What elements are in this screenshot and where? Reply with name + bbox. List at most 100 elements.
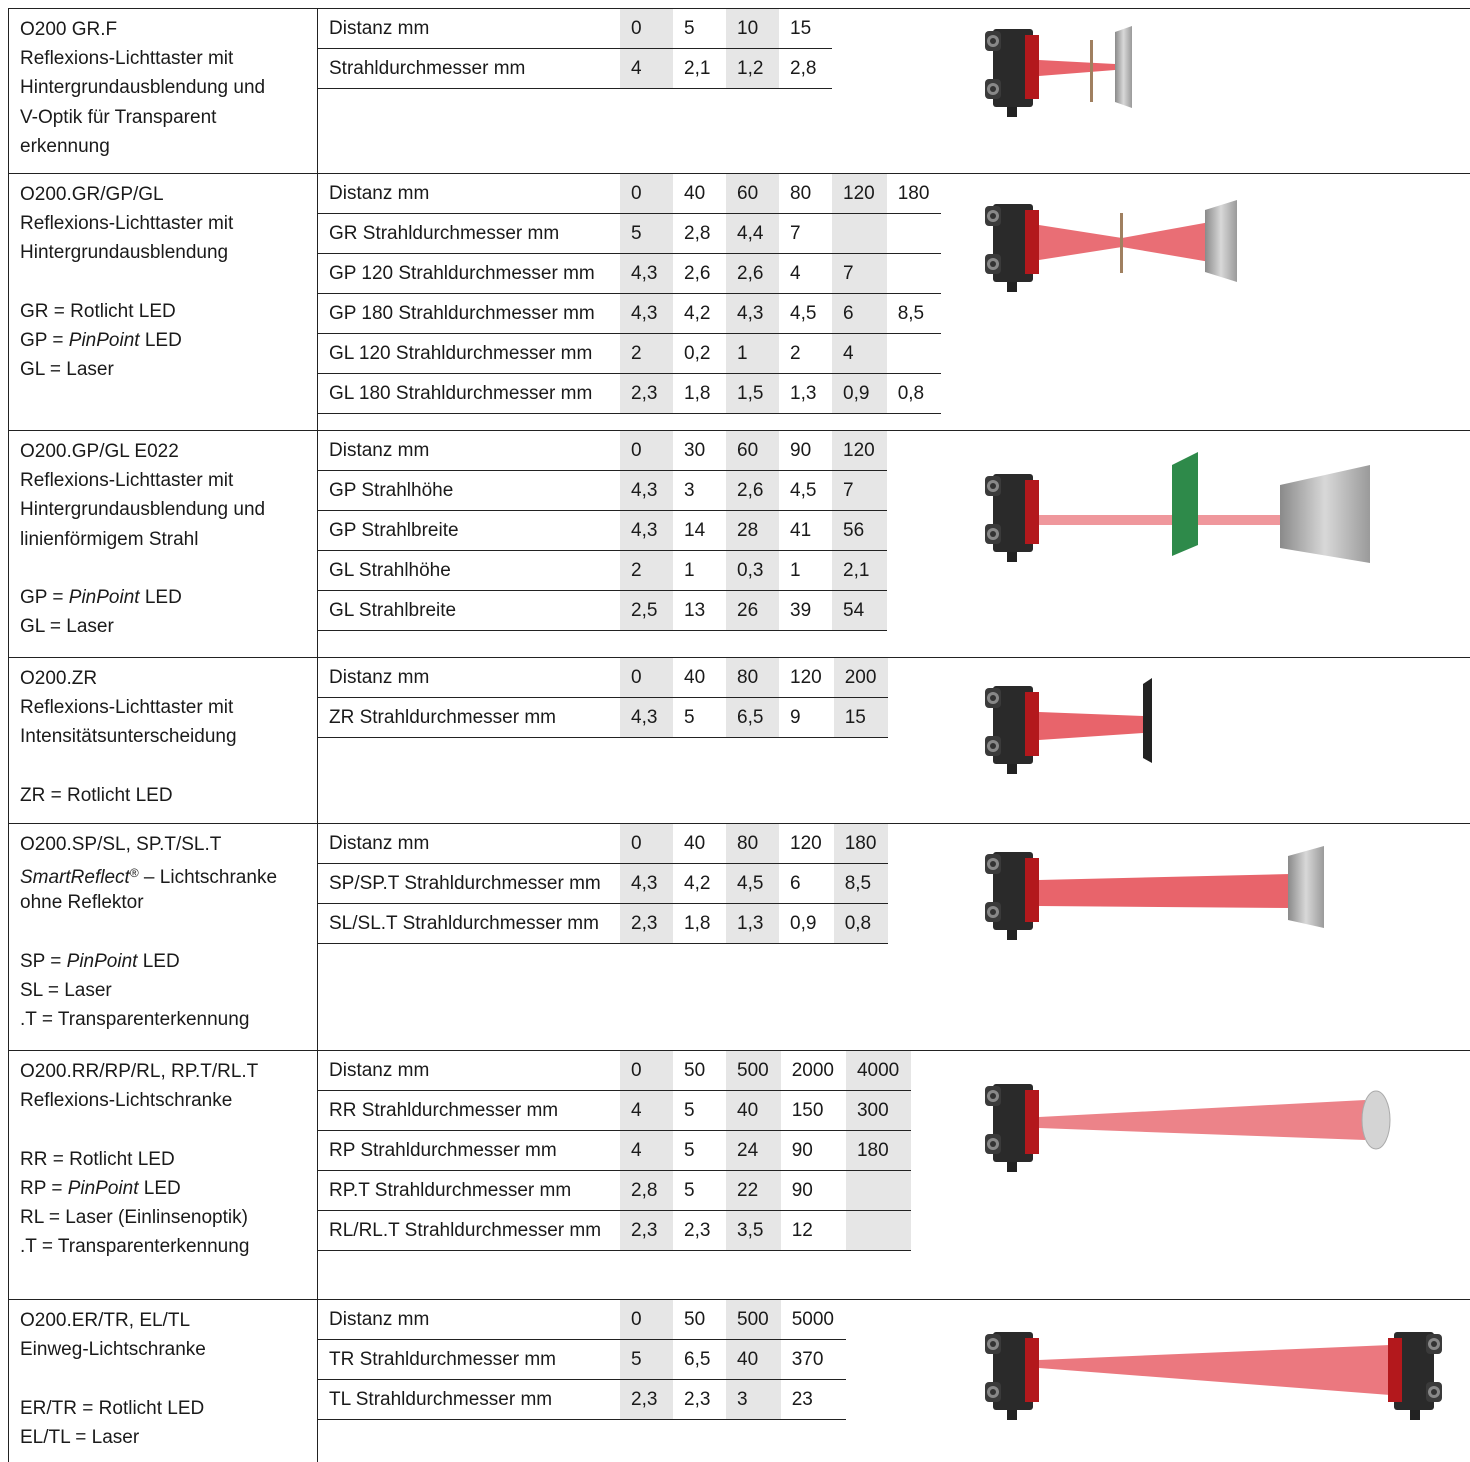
- cell: 4,5: [779, 470, 832, 511]
- cell: 0,8: [833, 903, 889, 944]
- cell: 0: [620, 658, 673, 698]
- cell: 180: [845, 1130, 912, 1171]
- row-label: SL/SL.T Strahldurchmesser mm: [318, 903, 620, 944]
- section: O200.GP/GL E022 Reflexions-Lichttaster mi…: [8, 430, 1470, 657]
- text-segment: LED: [138, 1177, 181, 1199]
- cell: [886, 253, 942, 294]
- cell: 1: [673, 550, 726, 591]
- description-line: SP = PinPoint LED: [20, 947, 317, 976]
- cell: 300: [845, 1090, 912, 1131]
- cell: 22: [726, 1170, 781, 1211]
- description-line: ER/TR = Rotlicht LED: [20, 1397, 205, 1419]
- text-segment: GP =: [20, 329, 69, 351]
- text-segment: PinPoint: [68, 586, 140, 608]
- cell: 4,3: [620, 510, 673, 551]
- cell: 1,5: [726, 373, 779, 414]
- cell: 0,9: [832, 373, 887, 414]
- cell: 2: [620, 333, 673, 374]
- cell: 4: [779, 253, 832, 294]
- description-line: Reflexions-Lichtschranke: [20, 1090, 233, 1112]
- table-row: RP Strahldurchmesser mm 4 5 24 90 180: [318, 1130, 912, 1171]
- cell: 30: [673, 431, 726, 471]
- data-table: Distanz mm 0 5 10 15 Strahldurchmesser mm 4 2,1…: [318, 9, 832, 89]
- cell: 40: [673, 658, 726, 698]
- table-row: TR Strahldurchmesser mm 5 6,5 40 370: [318, 1339, 846, 1380]
- cell: 1,8: [673, 373, 726, 414]
- description-line: Reflexions-Lichttaster mit: [20, 48, 234, 70]
- row-label: Distanz mm: [318, 658, 620, 698]
- cell: 41: [779, 510, 832, 551]
- row-label: SP/SP.T Strahldurchmesser mm: [318, 863, 620, 904]
- cell: 4,3: [620, 253, 673, 294]
- cell: 2: [779, 333, 832, 374]
- description-line: ZR = Rotlicht LED: [20, 784, 173, 806]
- cell: 40: [726, 1339, 781, 1380]
- cell: 4000: [845, 1051, 912, 1091]
- spacer: [20, 918, 317, 947]
- cell: 0,9: [779, 903, 834, 944]
- row-label: GL Strahlbreite: [318, 590, 620, 631]
- cell: 1,8: [673, 903, 726, 944]
- section: O200 GR.F Reflexions-Lichttaster mit Hinte…: [8, 8, 1470, 173]
- cell: 5: [673, 1090, 726, 1131]
- cell: 13: [673, 590, 726, 631]
- description-line: Hintergrundausblendung: [20, 242, 229, 264]
- cell: 2,3: [673, 1210, 726, 1251]
- section: O200.GR/GP/GL Reflexions-Lichttaster mit H…: [8, 173, 1470, 430]
- cell: 6: [832, 293, 887, 334]
- spacer: [20, 554, 317, 583]
- cell: 1,3: [779, 373, 832, 414]
- cell: 4,3: [620, 697, 673, 738]
- row-label: RL/RL.T Strahldurchmesser mm: [318, 1210, 620, 1251]
- description-line: O200 GR.F: [20, 19, 118, 40]
- cell: 0,3: [726, 550, 779, 591]
- cell: 2,6: [726, 253, 779, 294]
- cell: 0: [620, 1300, 673, 1340]
- cell: 4,5: [726, 863, 779, 904]
- cell: 180: [833, 824, 889, 864]
- cell: 60: [726, 431, 779, 471]
- cell: 4: [620, 1130, 673, 1171]
- table-row: Distanz mm 0 30 60 90 120: [318, 431, 887, 471]
- cell: 150: [780, 1090, 846, 1131]
- cell: 26: [726, 590, 779, 631]
- description-line: RR = Rotlicht LED: [20, 1148, 175, 1170]
- row-label: Distanz mm: [318, 431, 620, 471]
- spacer: [20, 268, 317, 297]
- spacer: [20, 1364, 317, 1393]
- cell: 15: [833, 697, 889, 738]
- text-segment: LED: [139, 586, 182, 608]
- description: O200.ER/TR, EL/TL Einweg-Lichtschranke ER/…: [8, 1300, 318, 1462]
- cell: 4,3: [620, 470, 673, 511]
- data-table: Distanz mm 0 40 80 120 180 SP/SP.T Strahldurch…: [318, 824, 889, 944]
- cell: [832, 213, 887, 254]
- description-line: O200.GR/GP/GL: [20, 184, 164, 205]
- cell: 50: [673, 1051, 726, 1091]
- description: O200.SP/SL, SP.T/SL.T SmartReflect® – Lic…: [8, 824, 318, 1050]
- cell: 1: [726, 333, 779, 374]
- cell: 4,4: [726, 213, 779, 254]
- cell: [845, 1170, 912, 1211]
- cell: 120: [832, 431, 887, 471]
- spacer: [20, 1115, 317, 1144]
- description-line: V-Optik für Transparent: [20, 106, 217, 128]
- description: O200.ZR Reflexions-Lichttaster mit Intensi…: [8, 658, 318, 823]
- description-line: Einweg-Lichtschranke: [20, 1339, 206, 1361]
- table-row: GP 120 Strahldurchmesser mm 4,3 2,6 2,6 4 7: [318, 253, 942, 294]
- cell: 4,5: [779, 293, 832, 334]
- row-label: Distanz mm: [318, 1300, 620, 1340]
- cell: 8,5: [833, 863, 889, 904]
- row-label: GP 120 Strahldurchmesser mm: [318, 253, 620, 294]
- description-line: erkennung: [20, 135, 110, 157]
- description-line: O200.ER/TR, EL/TL: [20, 1310, 191, 1331]
- cell: 4: [832, 333, 887, 374]
- table-row: SP/SP.T Strahldurchmesser mm 4,3 4,2 4,5 6 8,…: [318, 863, 889, 904]
- row-label: GL 180 Strahldurchmesser mm: [318, 373, 620, 414]
- cell: 0,2: [673, 333, 726, 374]
- row-label: RP Strahldurchmesser mm: [318, 1130, 620, 1171]
- cell: 2,3: [620, 1379, 673, 1420]
- cell: 120: [779, 658, 834, 698]
- cell: 6,5: [673, 1339, 726, 1380]
- table-row: Distanz mm 0 40 60 80 120 180: [318, 174, 942, 214]
